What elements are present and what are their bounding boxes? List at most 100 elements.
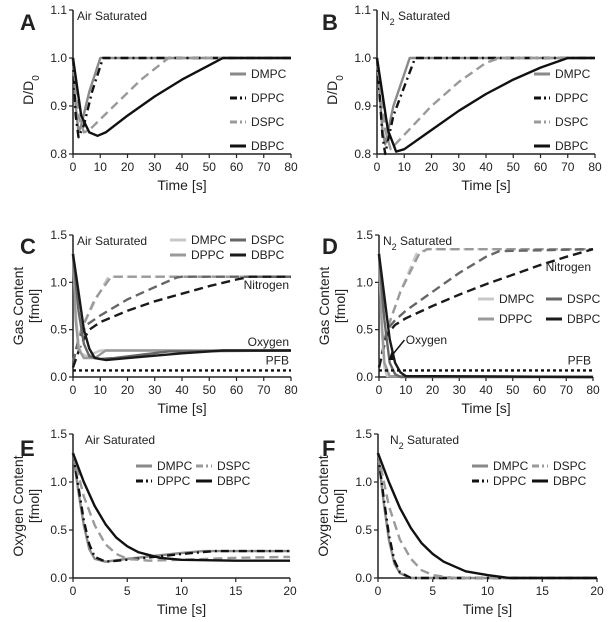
x-tick-label: 40 xyxy=(175,160,189,174)
panel-f: F 0 5 10 15 20 0.0 0.5 1.0 1.5 Time [s] Oxygen Cont… xyxy=(315,427,604,617)
y-tick-label: 1.1 xyxy=(354,3,371,17)
y-tick-label: 1.0 xyxy=(50,275,67,289)
legend-item: DMPC xyxy=(170,233,227,247)
x-tick-label: 20 xyxy=(425,160,439,174)
x-tick-label: 80 xyxy=(284,160,298,174)
y-tick-label: 0.5 xyxy=(50,523,67,537)
legend-item: DMPC xyxy=(136,459,193,473)
x-tick-label: 50 xyxy=(203,383,217,397)
y-tick-label: 1.5 xyxy=(50,427,67,441)
x-tick-label: 50 xyxy=(203,160,217,174)
legend-label: DPPC xyxy=(157,474,191,488)
x-tick-label: 20 xyxy=(426,383,440,397)
y-tick-label: 0.8 xyxy=(50,147,67,161)
legend-label: DBPC xyxy=(567,312,601,326)
panel-d: D 0 10 20 30 40 50 60 70 80 0.0 0.5 1.0 1.5 Time [s] Ga… xyxy=(316,228,601,416)
legend-label: DBPC xyxy=(251,248,285,262)
series-line-dbpc-nitrogen xyxy=(377,248,594,368)
x-tick-label: 60 xyxy=(534,160,548,174)
x-tick-label: 50 xyxy=(506,383,520,397)
panel-a: A 0 10 20 30 40 50 60 70 80 0.8 0.9 1.0 1.1 Time [s] D/… xyxy=(20,3,298,193)
series-line-dbpc xyxy=(375,56,595,153)
legend-item: DBPC xyxy=(532,474,587,488)
legend-label: DPPC xyxy=(191,248,225,262)
panel-letter: B xyxy=(322,10,338,35)
x-tick-label: 10 xyxy=(481,584,495,598)
legend-item: DPPC xyxy=(230,91,285,105)
y-tick-label: 1.0 xyxy=(355,475,372,489)
legend-label: DMPC xyxy=(251,67,287,81)
y-tick-label: 1.5 xyxy=(50,228,67,242)
y-axis-label: Gas Content xyxy=(316,267,332,346)
oxygen-arrow-head-icon xyxy=(388,350,394,360)
legend-label: DMPC xyxy=(499,292,535,306)
x-axis-label: Time [s] xyxy=(461,177,510,193)
panel-e: E 0 5 10 15 20 0.0 0.5 1.0 1.5 Time [s] Oxygen Cont… xyxy=(10,427,297,617)
legend-label: DMPC xyxy=(191,233,227,247)
x-tick-label: 50 xyxy=(507,160,521,174)
y-tick-label: 0.0 xyxy=(356,370,373,384)
annotation-oxygen: Oxygen xyxy=(248,335,289,349)
y-tick-label: 1.5 xyxy=(355,427,372,441)
series-line-dbpc-oxygen xyxy=(71,253,291,362)
legend-item: DPPC xyxy=(170,248,225,262)
legend-label: DBPC xyxy=(555,139,589,153)
x-axis-label: Time [s] xyxy=(157,400,206,416)
panel-letter: F xyxy=(322,436,335,461)
x-tick-label: 20 xyxy=(590,584,604,598)
y-tick-label: 1.1 xyxy=(50,3,67,17)
x-tick-label: 5 xyxy=(124,584,131,598)
legend-item: DBPC xyxy=(230,248,285,262)
legend-label: DPPC xyxy=(251,91,285,105)
x-tick-label: 80 xyxy=(284,383,298,397)
x-tick-label: 60 xyxy=(533,383,547,397)
y-tick-label: 0.0 xyxy=(50,571,67,585)
legend-label: DMPC xyxy=(493,459,529,473)
x-tick-label: 80 xyxy=(588,160,602,174)
annotation-nitrogen: Nitrogen xyxy=(244,278,289,292)
y-axis-label-unit: [fmol] xyxy=(332,289,348,323)
x-tick-label: 60 xyxy=(230,160,244,174)
x-tick-label: 60 xyxy=(230,383,244,397)
series-line-dbpc-oxygen xyxy=(377,253,594,379)
legend-label: DPPC xyxy=(499,312,533,326)
x-tick-label: 40 xyxy=(479,160,493,174)
series-line-dppc xyxy=(71,453,290,563)
legend-label: DSPC xyxy=(251,233,285,247)
annotation-nitrogen: Nitrogen xyxy=(546,260,591,274)
panel-letter: C xyxy=(20,234,36,259)
legend-item: DMPC xyxy=(230,67,287,81)
y-tick-label: 1.0 xyxy=(354,51,371,65)
legend-item: DSPC xyxy=(532,459,587,473)
series-line-dbpc-nitrogen xyxy=(71,275,291,368)
series-line-dppc xyxy=(71,56,291,139)
legend-item: DPPC xyxy=(472,474,527,488)
x-tick-label: 40 xyxy=(175,383,189,397)
panel-title: Air Saturated xyxy=(77,234,147,248)
series-line-dspc xyxy=(71,452,291,562)
x-tick-label: 20 xyxy=(121,383,135,397)
legend-label: DSPC xyxy=(555,115,589,129)
series-line-dbpc xyxy=(71,452,290,562)
y-axis-label: Gas Content xyxy=(10,267,26,346)
y-tick-label: 0.9 xyxy=(354,99,371,113)
x-tick-label: 0 xyxy=(70,584,77,598)
annotation-pfb: PFB xyxy=(568,354,591,368)
y-tick-label: 0.5 xyxy=(356,323,373,337)
y-axis-label: Oxygen Content xyxy=(10,455,26,556)
legend-item: DPPC xyxy=(534,91,589,105)
panel-title: N2 Saturated xyxy=(390,433,459,451)
x-tick-label: 30 xyxy=(453,383,467,397)
panel-letter: A xyxy=(20,10,36,35)
x-tick-label: 70 xyxy=(257,383,271,397)
x-axis-label: Time [s] xyxy=(157,601,206,617)
x-tick-label: 0 xyxy=(374,160,381,174)
x-axis-label: Time [s] xyxy=(157,177,206,193)
y-axis-label-unit: [fmol] xyxy=(26,289,42,323)
panel-letter: E xyxy=(20,436,35,461)
legend-label: DBPC xyxy=(553,474,587,488)
series-line-dspc xyxy=(376,452,597,580)
legend-label: DMPC xyxy=(157,459,193,473)
y-tick-label: 0.0 xyxy=(50,370,67,384)
